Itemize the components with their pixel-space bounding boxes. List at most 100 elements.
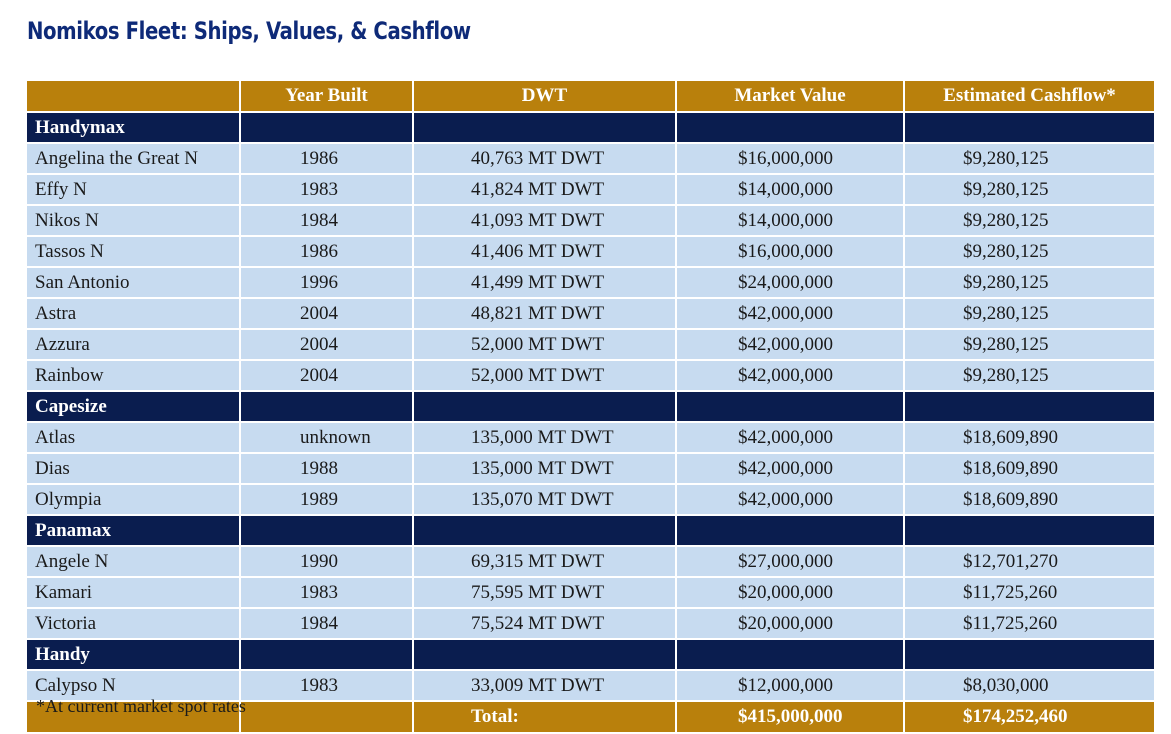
market-value-cell: $42,000,000: [677, 330, 905, 361]
dwt-cell: 41,093 MT DWT: [414, 206, 677, 237]
header-cell-dwt: DWT: [414, 81, 677, 113]
header-cell-estimated-cashflow: Estimated Cashflow*: [905, 81, 1154, 113]
category-empty-cell: [677, 640, 905, 671]
market-value-cell: $42,000,000: [677, 299, 905, 330]
market-value-cell: $16,000,000: [677, 237, 905, 268]
ship-name-cell: Astra: [27, 299, 241, 330]
ship-name-cell: Calypso N: [27, 671, 241, 702]
market-value-cell: $12,000,000: [677, 671, 905, 702]
page-title: Nomikos Fleet: Ships, Values, & Cashflow: [27, 17, 471, 45]
year-built-cell: 1996: [241, 268, 414, 299]
table-row: Kamari 1983 75,595 MT DWT $20,000,000 $11,72…: [27, 578, 1154, 609]
header-cell-name: [27, 81, 241, 113]
total-label: Total:: [414, 702, 677, 734]
year-built-cell: 1988: [241, 454, 414, 485]
category-empty-cell: [905, 113, 1154, 144]
category-row: Handymax: [27, 113, 1154, 144]
dwt-cell: 52,000 MT DWT: [414, 361, 677, 392]
table-row: Calypso N 1983 33,009 MT DWT $12,000,000 $8,…: [27, 671, 1154, 702]
header-cell-year-built: Year Built: [241, 81, 414, 113]
dwt-cell: 41,406 MT DWT: [414, 237, 677, 268]
ship-name-cell: Tassos N: [27, 237, 241, 268]
total-cashflow: $174,252,460: [905, 702, 1154, 734]
total-empty-cell: [241, 702, 414, 734]
header-cell-market-value: Market Value: [677, 81, 905, 113]
year-built-cell: 2004: [241, 330, 414, 361]
market-value-cell: $14,000,000: [677, 175, 905, 206]
category-empty-cell: [677, 392, 905, 423]
cashflow-cell: $9,280,125: [905, 268, 1154, 299]
cashflow-cell: $9,280,125: [905, 361, 1154, 392]
table-row: Astra 2004 48,821 MT DWT $42,000,000 $9,280,…: [27, 299, 1154, 330]
year-built-cell: 1986: [241, 144, 414, 175]
category-empty-cell: [241, 392, 414, 423]
market-value-cell: $42,000,000: [677, 454, 905, 485]
table-row: Victoria 1984 75,524 MT DWT $20,000,000 $11,…: [27, 609, 1154, 640]
ship-name-cell: Kamari: [27, 578, 241, 609]
table-row: Angelina the Great N 1986 40,763 MT DWT $16…: [27, 144, 1154, 175]
fleet-table: Year Built DWT Market Value Estimated Ca…: [27, 81, 1154, 734]
cashflow-cell: $11,725,260: [905, 578, 1154, 609]
cashflow-cell: $9,280,125: [905, 237, 1154, 268]
category-empty-cell: [241, 640, 414, 671]
category-empty-cell: [414, 392, 677, 423]
market-value-cell: $20,000,000: [677, 578, 905, 609]
year-built-cell: 1989: [241, 485, 414, 516]
category-empty-cell: [905, 640, 1154, 671]
category-label: Panamax: [27, 516, 241, 547]
ship-name-cell: Effy N: [27, 175, 241, 206]
table-row: Azzura 2004 52,000 MT DWT $42,000,000 $9,280…: [27, 330, 1154, 361]
dwt-cell: 41,824 MT DWT: [414, 175, 677, 206]
market-value-cell: $42,000,000: [677, 423, 905, 454]
category-empty-cell: [677, 113, 905, 144]
category-empty-cell: [905, 516, 1154, 547]
category-empty-cell: [677, 516, 905, 547]
dwt-cell: 75,524 MT DWT: [414, 609, 677, 640]
cashflow-cell: $18,609,890: [905, 485, 1154, 516]
category-empty-cell: [241, 516, 414, 547]
category-empty-cell: [905, 392, 1154, 423]
ship-name-cell: Angele N: [27, 547, 241, 578]
category-label: Capesize: [27, 392, 241, 423]
year-built-cell: 1984: [241, 609, 414, 640]
category-row: Panamax: [27, 516, 1154, 547]
ship-name-cell: Victoria: [27, 609, 241, 640]
category-label: Handy: [27, 640, 241, 671]
ship-name-cell: Olympia: [27, 485, 241, 516]
dwt-cell: 135,000 MT DWT: [414, 423, 677, 454]
total-market-value: $415,000,000: [677, 702, 905, 734]
cashflow-cell: $9,280,125: [905, 299, 1154, 330]
year-built-cell: unknown: [241, 423, 414, 454]
category-empty-cell: [241, 113, 414, 144]
cashflow-cell: $18,609,890: [905, 454, 1154, 485]
market-value-cell: $16,000,000: [677, 144, 905, 175]
market-value-cell: $20,000,000: [677, 609, 905, 640]
dwt-cell: 75,595 MT DWT: [414, 578, 677, 609]
cashflow-cell: $11,725,260: [905, 609, 1154, 640]
cashflow-cell: $8,030,000: [905, 671, 1154, 702]
market-value-cell: $27,000,000: [677, 547, 905, 578]
dwt-cell: 41,499 MT DWT: [414, 268, 677, 299]
cashflow-cell: $9,280,125: [905, 206, 1154, 237]
year-built-cell: 1983: [241, 671, 414, 702]
dwt-cell: 33,009 MT DWT: [414, 671, 677, 702]
cashflow-cell: $12,701,270: [905, 547, 1154, 578]
table-row: Atlas unknown 135,000 MT DWT $42,000,000 $18…: [27, 423, 1154, 454]
year-built-cell: 1983: [241, 578, 414, 609]
dwt-cell: 135,070 MT DWT: [414, 485, 677, 516]
market-value-cell: $42,000,000: [677, 361, 905, 392]
ship-name-cell: Nikos N: [27, 206, 241, 237]
table-header-row: Year Built DWT Market Value Estimated Ca…: [27, 81, 1154, 113]
dwt-cell: 40,763 MT DWT: [414, 144, 677, 175]
ship-name-cell: Dias: [27, 454, 241, 485]
fleet-table-body: Year Built DWT Market Value Estimated Ca…: [27, 81, 1154, 734]
table-row: Tassos N 1986 41,406 MT DWT $16,000,000 $9,2…: [27, 237, 1154, 268]
category-empty-cell: [414, 516, 677, 547]
ship-name-cell: Angelina the Great N: [27, 144, 241, 175]
ship-name-cell: Rainbow: [27, 361, 241, 392]
market-value-cell: $24,000,000: [677, 268, 905, 299]
year-built-cell: 1984: [241, 206, 414, 237]
category-empty-cell: [414, 640, 677, 671]
market-value-cell: $42,000,000: [677, 485, 905, 516]
year-built-cell: 2004: [241, 361, 414, 392]
